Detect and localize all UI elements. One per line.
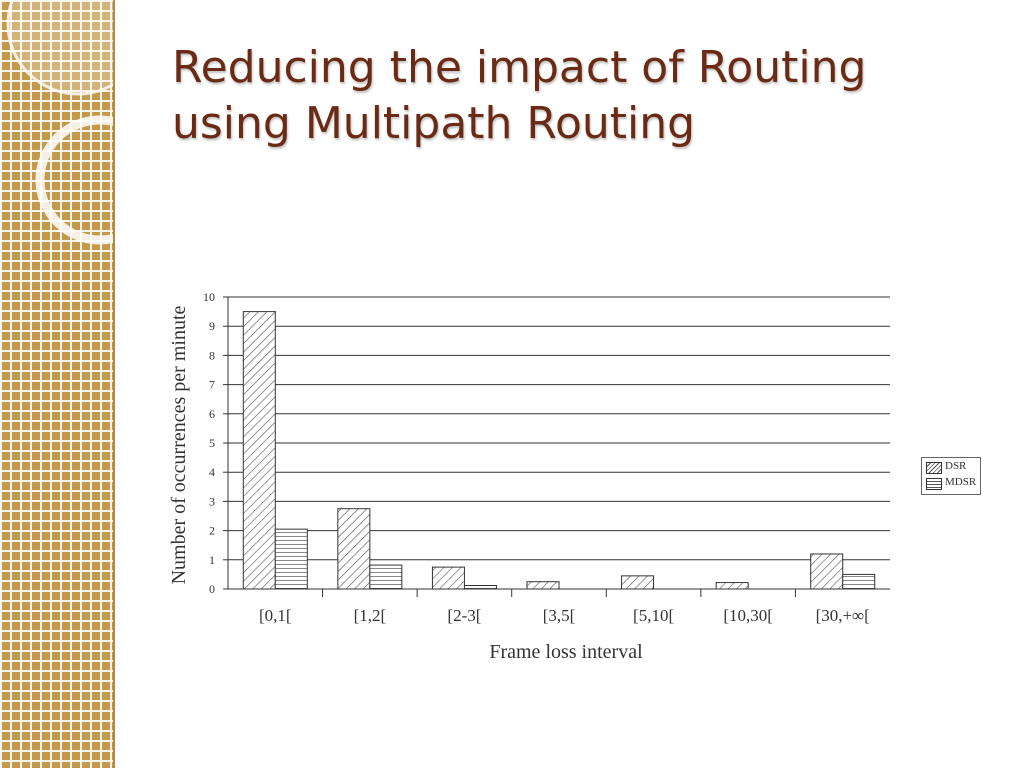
chart-legend: DSR MDSR xyxy=(921,457,981,495)
title-line-2: using Multipath Routing xyxy=(172,98,696,149)
slide-title: Reducing the impact of Routing using Mul… xyxy=(172,40,972,152)
decorative-rings-graphic xyxy=(6,0,113,245)
bar-dsr xyxy=(242,311,276,590)
y-tick-label: 9 xyxy=(209,319,215,333)
bar-mdsr xyxy=(274,528,308,590)
y-tick-label: 1 xyxy=(209,553,215,567)
y-tick-label: 7 xyxy=(209,378,215,392)
sidebar-edge xyxy=(113,0,115,768)
x-tick-label: [10,30[ xyxy=(723,606,773,625)
x-tick-label: [1,2[ xyxy=(354,606,387,625)
x-axis-label: Frame loss interval xyxy=(489,641,643,663)
y-tick-label: 4 xyxy=(209,465,215,479)
bar-chart: 0 1 2 3 4 5 6 7 8 9 10 [0,1[ [1,2[ [2-3[ [3,5[ [5,10[ [1… xyxy=(168,290,890,663)
bar-mdsr xyxy=(369,564,403,590)
bar-dsr xyxy=(526,581,560,590)
y-tick-label: 3 xyxy=(209,494,215,508)
y-tick-label: 6 xyxy=(209,407,215,421)
bar-dsr xyxy=(337,508,371,590)
bar-dsr xyxy=(431,566,465,590)
y-tick-label: 8 xyxy=(209,348,215,362)
x-tick-label: [2-3[ xyxy=(447,606,481,625)
bar-dsr xyxy=(621,575,655,590)
x-tick-label: [0,1[ xyxy=(259,606,292,625)
title-line-1: Reducing the impact of Routing xyxy=(172,42,867,93)
axes: 0 1 2 3 4 5 6 7 8 9 10 [0,1[ [1,2[ [2-3[ [3,5[ [5,10[ [1… xyxy=(203,290,870,625)
y-tick-label: 5 xyxy=(209,436,215,450)
y-axis-label: Number of occurrences per minute xyxy=(168,305,190,584)
legend-swatch-dsr xyxy=(926,462,942,474)
sidebar-grid-decoration xyxy=(0,0,113,768)
x-tick-label: [3,5[ xyxy=(543,606,576,625)
x-tick-label: [5,10[ xyxy=(633,606,674,625)
y-tick-label: 0 xyxy=(209,582,215,596)
x-tick-label: [30,+∞[ xyxy=(816,606,871,625)
bars xyxy=(242,311,876,590)
legend-item-dsr: DSR xyxy=(926,460,980,474)
legend-label-dsr: DSR xyxy=(945,460,967,472)
gridlines xyxy=(228,296,890,590)
legend-label-mdsr: MDSR xyxy=(945,476,977,488)
bar-mdsr xyxy=(463,584,497,590)
bar-dsr xyxy=(715,582,749,590)
legend-item-mdsr: MDSR xyxy=(926,476,980,490)
bar-dsr xyxy=(810,553,844,590)
legend-swatch-mdsr xyxy=(926,478,942,490)
y-tick-label: 10 xyxy=(203,290,215,304)
bar-mdsr xyxy=(842,573,876,590)
y-tick-label: 2 xyxy=(209,524,215,538)
